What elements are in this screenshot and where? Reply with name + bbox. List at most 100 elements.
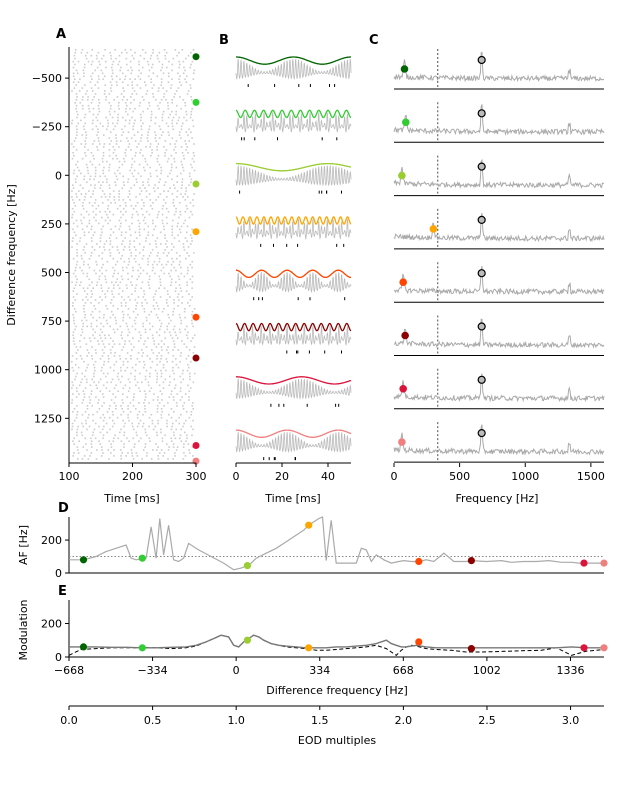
raster-spike	[99, 334, 101, 337]
raster-spike	[176, 257, 178, 260]
raster-spike	[80, 213, 83, 216]
panel-b-envelope-7	[236, 429, 352, 438]
panel-c-peak-marker-4	[399, 278, 407, 287]
raster-spike	[111, 72, 114, 75]
raster-spike	[148, 104, 151, 107]
raster-spike	[123, 90, 125, 92]
raster-spike	[116, 260, 119, 263]
panel-e-x-tick-label: 334	[309, 664, 330, 677]
raster-spike	[72, 411, 74, 413]
raster-spike	[102, 384, 105, 387]
raster-spike	[71, 281, 73, 284]
raster-spike	[101, 157, 104, 160]
raster-spike	[141, 66, 144, 69]
raster-spike	[90, 252, 93, 254]
raster-spike	[73, 140, 76, 142]
raster-spike	[81, 328, 83, 331]
raster-spike	[174, 93, 176, 95]
raster-spike	[84, 437, 86, 440]
raster-spike	[81, 134, 84, 136]
raster-spike	[131, 69, 133, 72]
raster-spike	[101, 340, 104, 342]
raster-spike	[110, 299, 113, 301]
raster-spike	[87, 96, 89, 98]
raster-spike	[180, 319, 183, 322]
raster-spike	[82, 207, 85, 210]
raster-spike	[76, 260, 79, 263]
raster-spike	[162, 381, 165, 384]
raster-spike	[111, 346, 114, 348]
raster-spike	[186, 437, 188, 440]
raster-spike	[79, 78, 81, 80]
panel-e-marker-2	[243, 636, 251, 644]
raster-spike	[87, 363, 89, 366]
raster-spike	[140, 437, 142, 440]
raster-spike	[184, 140, 186, 142]
raster-spike	[185, 187, 187, 189]
raster-spike	[78, 90, 81, 92]
raster-spike	[90, 196, 92, 198]
raster-spike	[116, 416, 119, 419]
raster-spike	[82, 399, 85, 401]
raster-spike	[185, 411, 188, 413]
panel-a-markers	[192, 53, 200, 465]
raster-spike	[104, 275, 106, 278]
raster-spike	[185, 290, 188, 292]
panel-letter-d: D	[58, 501, 69, 516]
raster-spike	[183, 275, 186, 278]
raster-spike	[180, 128, 183, 131]
raster-spike	[109, 193, 111, 195]
raster-spike	[156, 216, 159, 219]
raster-spike	[85, 154, 87, 157]
raster-spike	[124, 384, 127, 387]
raster-spike	[155, 99, 157, 101]
panel-letter-a: A	[56, 27, 66, 42]
raster-spike	[98, 110, 101, 113]
raster-spike	[147, 63, 150, 66]
raster-spike	[143, 308, 145, 310]
raster-spike	[93, 157, 95, 160]
raster-spike	[178, 78, 180, 80]
raster-spike	[144, 160, 147, 163]
raster-spike	[90, 443, 93, 445]
raster-spike	[172, 57, 175, 60]
raster-spike	[147, 107, 149, 110]
raster-spike	[90, 355, 93, 357]
raster-spike	[156, 358, 158, 360]
raster-spike	[112, 122, 114, 125]
raster-spike	[145, 146, 147, 148]
raster-spike	[92, 413, 94, 416]
raster-spike	[117, 372, 120, 375]
raster-spike	[87, 263, 89, 266]
raster-spike	[152, 266, 154, 269]
raster-spike	[122, 72, 124, 75]
raster-spike	[185, 110, 187, 113]
raster-spike	[187, 269, 189, 272]
raster-spike	[102, 225, 104, 228]
raster-spike	[161, 213, 164, 216]
raster-spike	[122, 313, 125, 316]
raster-spike	[110, 452, 112, 454]
raster-spike	[159, 102, 161, 104]
raster-spike	[86, 90, 88, 92]
raster-spike	[183, 422, 185, 425]
raster-spike	[102, 172, 105, 175]
raster-spike	[134, 290, 136, 292]
raster-spike	[127, 408, 129, 410]
raster-spike	[125, 302, 127, 304]
raster-spike	[156, 146, 158, 148]
raster-spike	[155, 431, 158, 434]
raster-spike	[138, 440, 140, 442]
raster-spike	[113, 110, 116, 113]
raster-spike	[108, 102, 110, 104]
raster-spike	[143, 310, 146, 313]
raster-spike	[75, 325, 77, 328]
raster-spike	[92, 328, 94, 331]
raster-spike	[154, 225, 157, 228]
raster-spike	[74, 63, 76, 66]
raster-spike	[86, 51, 89, 54]
raster-spike	[172, 219, 174, 222]
raster-spike	[76, 196, 78, 198]
raster-spike	[147, 337, 149, 339]
raster-spike	[157, 104, 159, 107]
